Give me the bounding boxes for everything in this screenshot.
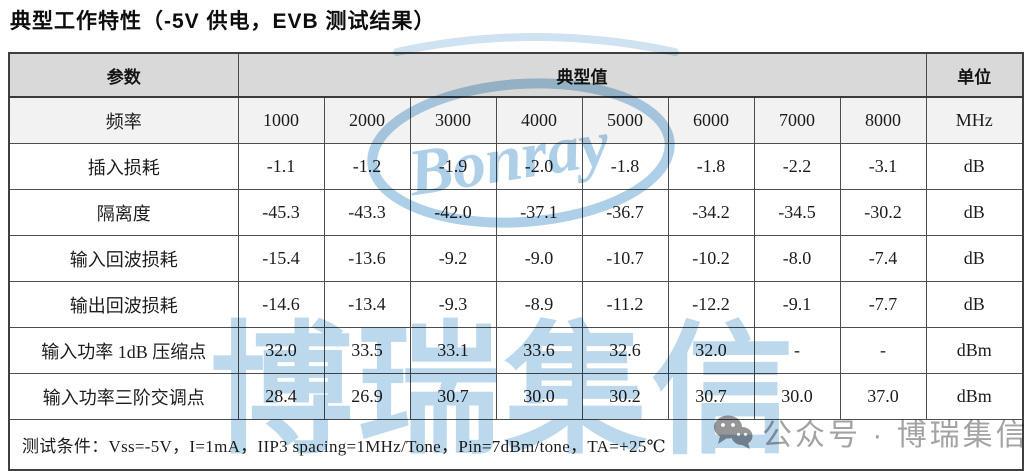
value-cell: 37.0 [839,373,927,420]
value-cell: 32.0 [237,327,325,374]
value-cell: 3000 [409,96,497,144]
value-cell: -13.4 [323,281,411,328]
test-conditions-row: 测试条件：Vss=-5V，I=1mA，IIP3 spacing=1MHz/Ton… [8,419,1024,471]
page-title: 典型工作特性（-5V 供电，EVB 测试结果） [10,10,436,33]
value-cell: -3.1 [839,143,927,190]
unit-cell: dB [925,281,1024,328]
table-row: 插入损耗 -1.1 -1.2 -1.9 -2.0 -1.8 -1.8 -2.2 -3.1 dB [8,143,1024,190]
table-body: 频率 1000 2000 3000 4000 5000 6000 7000 8000 MHz 插入损… [8,96,1024,420]
param-cell: 输出回波损耗 [8,281,239,328]
value-cell: 28.4 [237,373,325,420]
param-cell: 频率 [8,96,239,144]
table-header-row: 参数 典型值 单位 [8,52,1024,98]
value-cell: -7.4 [839,235,927,282]
value-cell: -34.5 [753,189,841,236]
value-cell: -1.8 [581,143,669,190]
value-cell: 2000 [323,96,411,144]
table-row: 输出回波损耗 -14.6 -13.4 -9.3 -8.9 -11.2 -12.2 -9.1 -7… [8,281,1024,328]
value-cell: -13.6 [323,235,411,282]
value-cell: -8.0 [753,235,841,282]
value-cell: -2.2 [753,143,841,190]
value-cell: 30.0 [495,373,583,420]
table-row: 输入功率 1dB 压缩点 32.0 33.5 33.1 33.6 32.6 32.0- - dB… [8,327,1024,374]
value-cell: 6000 [667,96,755,144]
unit-cell: dB [925,189,1024,236]
wechat-label: 公众号 · 博瑞集信 [762,419,1029,452]
param-cell: 输入功率三阶交调点 [8,373,239,420]
header-unit: 单位 [925,52,1024,98]
header-typical: 典型值 [237,52,927,98]
value-cell: -34.2 [667,189,755,236]
spec-table: 参数 典型值 单位 频率 1000 2000 3000 4000 5000 6000 7000… [8,52,1024,471]
value-cell: -11.2 [581,281,669,328]
value-cell: 7000 [753,96,841,144]
value-cell: -9.3 [409,281,497,328]
unit-cell: dBm [925,373,1024,420]
value-cell: 30.7 [667,373,755,420]
value-cell: 8000 [839,96,927,144]
value-cell: -1.2 [323,143,411,190]
table-row: 输入功率三阶交调点 28.4 26.9 30.7 30.0 30.2 30.7 30.0 37.… [8,373,1024,420]
value-cell: -43.3 [323,189,411,236]
value-cell: -12.2 [667,281,755,328]
value-cell: -1.8 [667,143,755,190]
param-cell: 输入回波损耗 [8,235,239,282]
value-cell: -45.3 [237,189,325,236]
value-cell: -7.7 [839,281,927,328]
value-cell: - [753,327,841,374]
value-cell: -2.0 [495,143,583,190]
value-cell: -10.7 [581,235,669,282]
value-cell: -15.4 [237,235,325,282]
value-cell: -42.0 [409,189,497,236]
value-cell: 4000 [495,96,583,144]
value-cell: 32.6 [581,327,669,374]
param-cell: 输入功率 1dB 压缩点 [8,327,239,374]
unit-cell: MHz [925,96,1024,144]
value-cell: -1.1 [237,143,325,190]
test-conditions-text: 测试条件：Vss=-5V，I=1mA，IIP3 spacing=1MHz/Ton… [8,419,1024,471]
value-cell: -8.9 [495,281,583,328]
table-row: 输入回波损耗 -15.4 -13.6 -9.2 -9.0 -10.7 -10.2 -8.0 -7… [8,235,1024,282]
value-cell: 1000 [237,96,325,144]
value-cell: 30.2 [581,373,669,420]
value-cell: -1.9 [409,143,497,190]
unit-cell: dB [925,235,1024,282]
value-cell: -14.6 [237,281,325,328]
value-cell: -9.0 [495,235,583,282]
value-cell: 33.1 [409,327,497,374]
value-cell: -36.7 [581,189,669,236]
table-row: 隔离度 -45.3 -43.3 -42.0 -37.1 -36.7 -34.2 -34.5 -3… [8,189,1024,236]
value-cell: -30.2 [839,189,927,236]
value-cell: 33.6 [495,327,583,374]
value-cell: -9.2 [409,235,497,282]
value-cell: -9.1 [753,281,841,328]
header-param: 参数 [8,52,239,98]
param-cell: 插入损耗 [8,143,239,190]
value-cell: 26.9 [323,373,411,420]
value-cell: 32.0 [667,327,755,374]
value-cell: - [839,327,927,374]
value-cell: 30.7 [409,373,497,420]
param-cell: 隔离度 [8,189,239,236]
value-cell: 5000 [581,96,669,144]
value-cell: 33.5 [323,327,411,374]
wechat-overlay: 公众号 · 博瑞集信 [712,410,1029,454]
unit-cell: dB [925,143,1024,190]
unit-cell: dBm [925,327,1024,374]
value-cell: -37.1 [495,189,583,236]
frequency-row: 频率 1000 2000 3000 4000 5000 6000 7000 8000 MHz [8,96,1024,144]
value-cell: 30.0 [753,373,841,420]
wechat-icon [714,415,753,449]
value-cell: -10.2 [667,235,755,282]
